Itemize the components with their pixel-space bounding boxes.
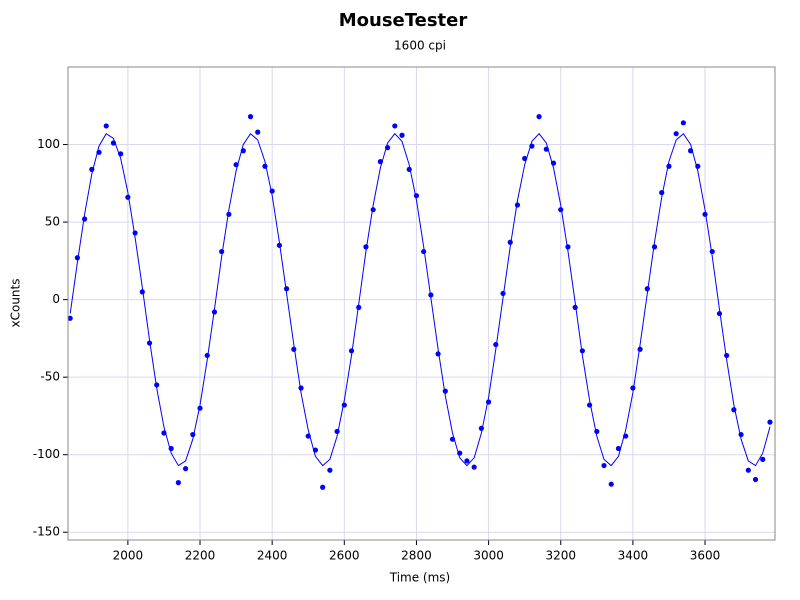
data-point xyxy=(103,123,109,129)
data-point xyxy=(659,190,665,196)
y-tick-label: 50 xyxy=(45,215,60,229)
data-point xyxy=(406,166,412,172)
data-point xyxy=(601,462,607,469)
data-point xyxy=(752,476,759,483)
y-tick-label: 0 xyxy=(52,292,60,306)
x-axis-label: Time (ms) xyxy=(389,571,451,585)
x-tick-label: 3000 xyxy=(473,549,504,563)
data-point xyxy=(67,315,73,321)
x-tick-label: 2400 xyxy=(257,549,288,563)
x-tick-label: 2200 xyxy=(185,549,216,563)
data-point xyxy=(399,132,405,138)
data-point xyxy=(413,193,420,199)
data-point xyxy=(673,131,679,137)
chart-subtitle: 1600 cpi xyxy=(394,39,446,53)
x-tick-label: 2600 xyxy=(329,549,360,563)
y-tick-label: -100 xyxy=(33,447,60,461)
data-point xyxy=(464,458,470,464)
data-point xyxy=(680,120,686,126)
y-tick-label: -150 xyxy=(33,525,60,539)
x-tick-label: 2000 xyxy=(113,549,144,563)
x-tick-label: 3200 xyxy=(545,549,576,563)
data-point xyxy=(608,481,614,487)
y-tick-label: -50 xyxy=(40,370,60,384)
data-point xyxy=(182,466,189,472)
data-point xyxy=(255,129,261,135)
chart-title: MouseTester xyxy=(339,10,468,31)
plot-border xyxy=(67,66,776,541)
x-tick-label: 2800 xyxy=(401,549,432,563)
data-point xyxy=(767,419,773,425)
data-line xyxy=(69,132,771,467)
data-point xyxy=(536,114,542,120)
y-axis-label: xCounts xyxy=(9,279,23,328)
x-tick-label: 3600 xyxy=(690,549,721,563)
data-point xyxy=(392,123,398,129)
data-point xyxy=(485,399,492,405)
data-point xyxy=(175,480,181,486)
data-point xyxy=(760,456,766,462)
data-point xyxy=(615,445,622,452)
data-point xyxy=(471,464,477,470)
data-point xyxy=(247,114,254,120)
plot-area: -150 -100 -50 0 50 100 2000 2200 2400 2600 2800 300… xyxy=(33,67,775,563)
data-point xyxy=(320,484,326,490)
data-point xyxy=(327,467,333,473)
data-point xyxy=(745,467,751,473)
y-tick-label: 100 xyxy=(37,137,60,151)
x-tick-label: 3400 xyxy=(618,549,649,563)
